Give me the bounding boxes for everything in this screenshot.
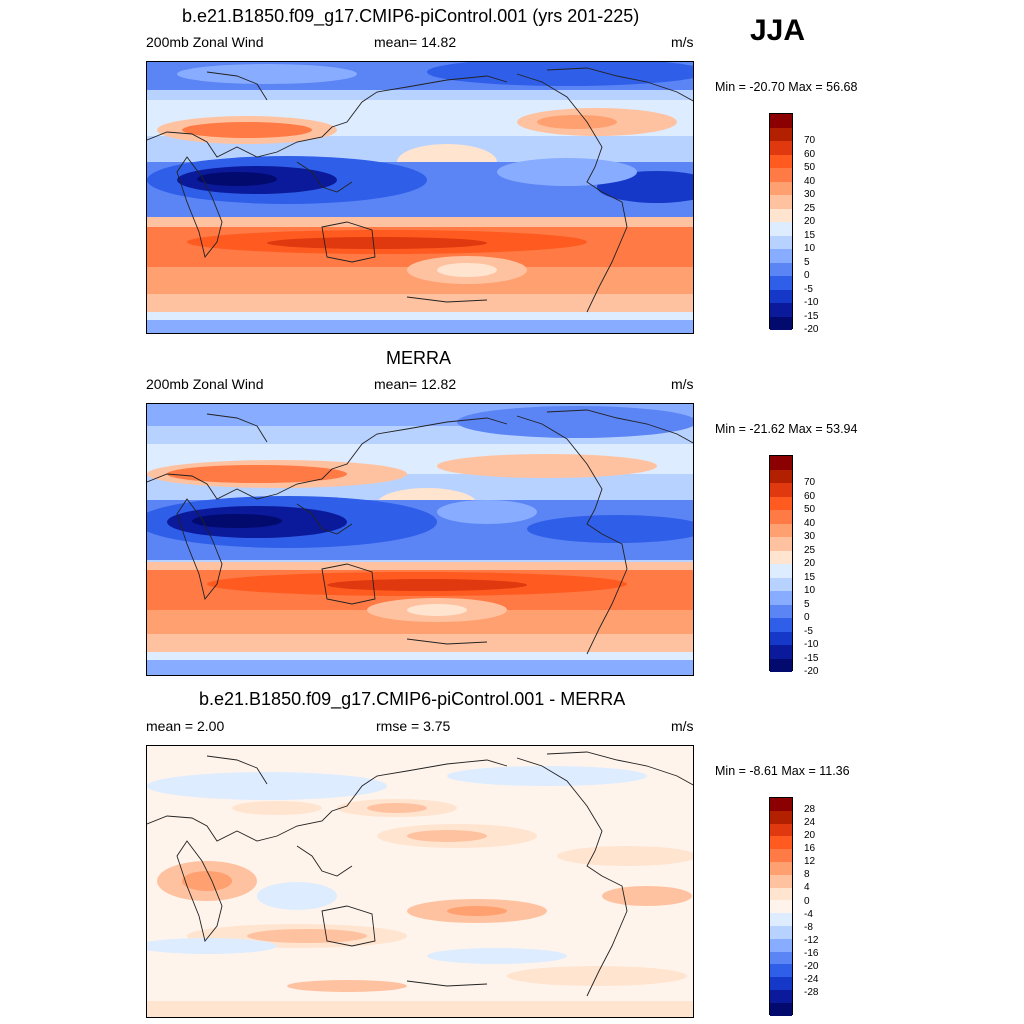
panel3-colorbar-label: 12 — [804, 856, 816, 867]
panel1-map — [146, 61, 694, 334]
panel1-colorbar-label: -10 — [804, 297, 819, 308]
panel3-colorbar-label: 8 — [804, 869, 810, 880]
panel2-colorbar-label: -20 — [804, 666, 819, 677]
panel2-map — [146, 403, 694, 676]
panel1-colorbar-label: 20 — [804, 216, 816, 227]
panel3-colorbar — [769, 797, 793, 1016]
panel3-title: b.e21.B1850.f09_g17.CMIP6-piControl.001 … — [199, 689, 626, 709]
panel3-colorbar-label: 28 — [804, 804, 816, 815]
panel1-colorbar-label: 0 — [804, 270, 810, 281]
panel1-variable-label: 200mb Zonal Wind — [146, 34, 264, 50]
panel3-mean: mean = 2.00 — [146, 718, 225, 734]
panel2-colorbar-label: 25 — [804, 544, 816, 556]
panel2-mean: mean= 12.82 — [374, 376, 457, 392]
panel1-colorbar-label: 40 — [804, 175, 816, 187]
panel3-colorbar-label: -16 — [804, 948, 819, 959]
panel1-colorbar-label: -20 — [804, 324, 819, 335]
panel2-colorbar-label: 15 — [804, 571, 816, 583]
season-label: JJA — [750, 14, 806, 47]
panel2-colorbar — [769, 455, 793, 672]
panel3-colorbar-label: 20 — [804, 830, 816, 841]
panel1-colorbar — [769, 113, 793, 330]
panel3-colorbar-label: -28 — [804, 987, 819, 998]
panel3-colorbar-label: 24 — [804, 817, 816, 828]
panel2-colorbar-label: -15 — [804, 652, 819, 664]
panel1-colorbar-label: 5 — [804, 256, 810, 268]
panel3-colorbar-label: -12 — [804, 935, 819, 946]
panel1-colorbar-label: 10 — [804, 243, 816, 254]
panel3-colorbar-label: 16 — [804, 843, 816, 854]
panel1-colorbar-label: 60 — [804, 148, 816, 160]
panel2-colorbar-label: 70 — [804, 477, 816, 488]
panel2-colorbar-label: 60 — [804, 490, 816, 502]
panel2-colorbar-label: -10 — [804, 639, 819, 650]
panel2-title: MERRA — [386, 348, 452, 368]
panel2-units: m/s — [671, 376, 694, 392]
panel3-colorbar-label: -24 — [804, 974, 819, 985]
panel3-rmse: rmse = 3.75 — [376, 718, 451, 734]
panel3-colorbar-label: -20 — [804, 961, 819, 972]
panel3-units: m/s — [671, 718, 694, 734]
panel2-variable-label: 200mb Zonal Wind — [146, 376, 264, 392]
panel3-colorbar-label: -4 — [804, 909, 813, 920]
panel2-colorbar-label: 30 — [804, 531, 816, 542]
panel2-colorbar-label: 40 — [804, 517, 816, 529]
panel2-colorbar-label: 5 — [804, 598, 810, 610]
panel1-colorbar-label: -15 — [804, 310, 819, 322]
panel1-colorbar-label: 15 — [804, 229, 816, 241]
panel1-colorbar-label: 70 — [804, 135, 816, 146]
panel2-minmax: Min = -21.62 Max = 53.94 — [715, 422, 858, 436]
panel1-title: b.e21.B1850.f09_g17.CMIP6-piControl.001 … — [182, 6, 640, 26]
panel2-colorbar-label: 10 — [804, 585, 816, 596]
panel2-colorbar-label: 0 — [804, 612, 810, 623]
panel1-colorbar-label: 25 — [804, 202, 816, 214]
panel1-minmax: Min = -20.70 Max = 56.68 — [715, 80, 858, 94]
panel1-colorbar-label: 50 — [804, 162, 816, 173]
panel2-colorbar-label: 20 — [804, 558, 816, 569]
panel1-mean: mean= 14.82 — [374, 34, 457, 50]
panel1-colorbar-label: -5 — [804, 283, 813, 295]
panel2-colorbar-label: -5 — [804, 625, 813, 637]
panel1-units: m/s — [671, 34, 694, 50]
panel1-colorbar-label: 30 — [804, 189, 816, 200]
panel3-colorbar-label: 0 — [804, 896, 810, 907]
panel3-map — [146, 745, 694, 1018]
panel3-colorbar-label: 4 — [804, 882, 810, 893]
panel2-colorbar-label: 50 — [804, 504, 816, 515]
panel3-colorbar-label: -8 — [804, 922, 813, 933]
panel3-minmax: Min = -8.61 Max = 11.36 — [715, 764, 850, 778]
